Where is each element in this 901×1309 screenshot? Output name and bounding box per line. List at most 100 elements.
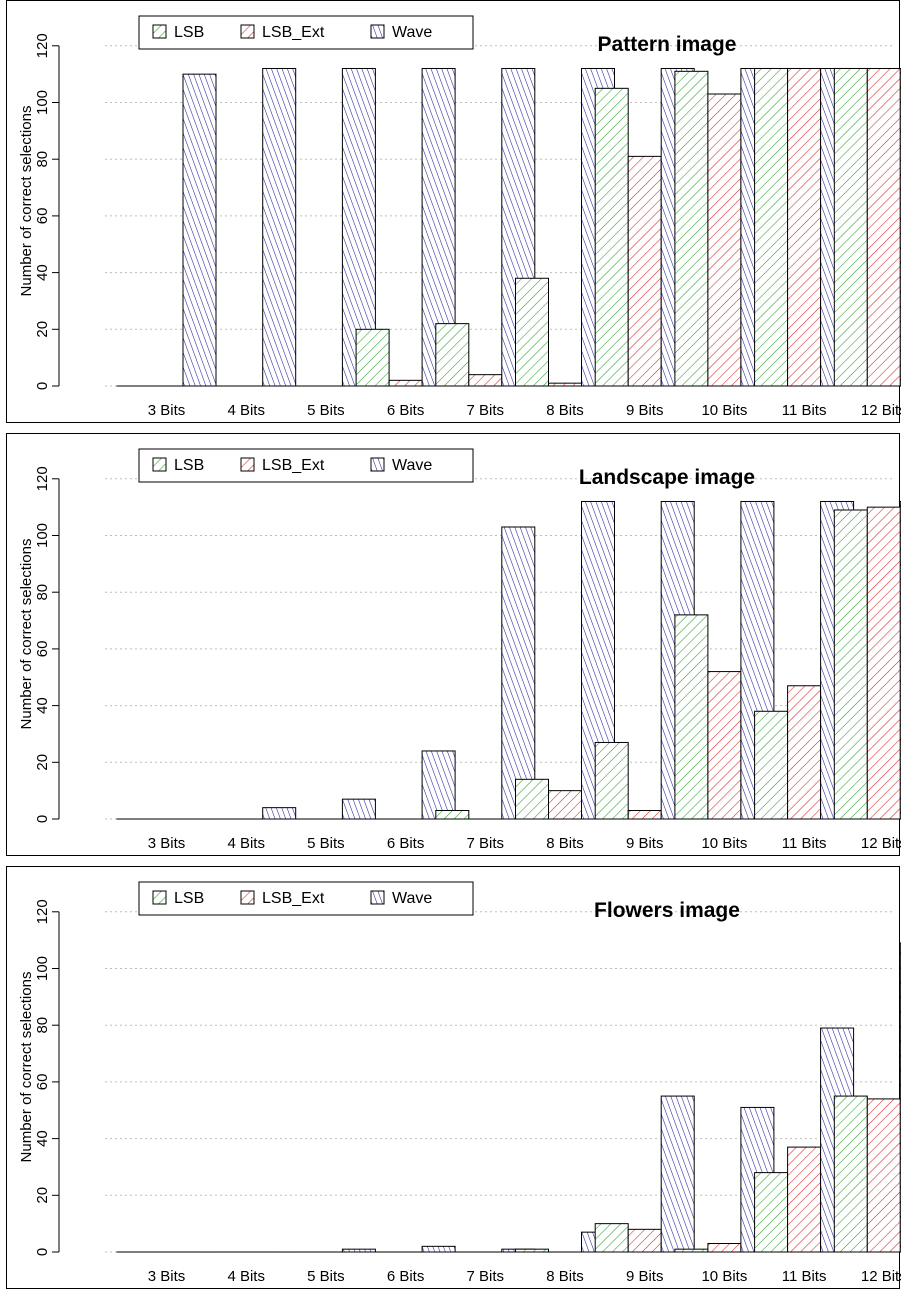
y-axis-label: Number of correct selections [18, 106, 35, 297]
legend-swatch-wave [370, 24, 385, 39]
legend-label-lsb-ext: LSB_Ext [262, 24, 325, 41]
x-tick-label: 5 Bits [307, 402, 345, 419]
bar-lsb-ext [468, 374, 503, 387]
bar-lsb-ext [787, 67, 822, 387]
y-axis-label: Number of correct selections [18, 539, 35, 730]
legend-label-wave: Wave [392, 24, 432, 41]
x-tick-label: 10 Bits [701, 402, 747, 419]
y-tick-label: 40 [34, 264, 51, 281]
bar-lsb-ext [707, 671, 742, 820]
legend-label-lsb: LSB [174, 457, 204, 474]
bar-lsb [515, 1248, 549, 1253]
bar-wave [660, 1095, 695, 1253]
bar-wave [421, 750, 456, 820]
chart-title: Pattern image [598, 33, 737, 56]
y-tick-label: 80 [34, 584, 51, 601]
bar-lsb [435, 323, 470, 387]
x-tick-label: 8 Bits [546, 402, 584, 419]
y-tick-label: 60 [34, 208, 51, 225]
x-tick-label: 7 Bits [467, 402, 505, 419]
x-tick-label: 7 Bits [467, 835, 505, 852]
bar-lsb [674, 1248, 709, 1253]
y-tick-label: 120 [34, 33, 51, 58]
x-tick-label: 12 Bits [861, 402, 901, 419]
bar-wave [262, 807, 297, 820]
legend: LSB LSB_Ext Wave [138, 15, 474, 50]
bar-lsb-ext [388, 379, 423, 387]
bar-lsb [594, 1223, 629, 1253]
bar-lsb-ext [866, 506, 901, 820]
x-tick-label: 10 Bits [701, 1268, 747, 1285]
y-axis-label: Number of correct selections [18, 972, 35, 1163]
x-tick-label: 3 Bits [148, 1268, 186, 1285]
x-tick-label: 7 Bits [467, 1268, 505, 1285]
legend-swatch-lsb-ext [240, 457, 255, 472]
legend-swatch-lsb-ext [240, 24, 255, 39]
legend-swatch-lsb-ext [240, 890, 255, 905]
legend-swatch-lsb [152, 890, 167, 905]
x-tick-label: 5 Bits [307, 835, 345, 852]
legend: LSB LSB_Ext Wave [138, 881, 474, 916]
bar-lsb-ext [866, 67, 901, 387]
bar-lsb [435, 809, 470, 820]
chart-title: Landscape image [579, 466, 755, 489]
y-tick-label: 40 [34, 1130, 51, 1147]
x-tick-label: 6 Bits [387, 402, 425, 419]
x-tick-label: 6 Bits [387, 835, 425, 852]
bar-lsb-ext [787, 1146, 822, 1253]
legend-box [138, 881, 474, 916]
y-tick-label: 20 [34, 1187, 51, 1204]
y-tick-label: 120 [34, 899, 51, 924]
bar-wave [341, 798, 376, 820]
x-tick-label: 4 Bits [227, 402, 265, 419]
y-tick-label: 20 [34, 754, 51, 771]
legend-label-lsb-ext: LSB_Ext [262, 457, 325, 474]
y-tick-label: 0 [34, 815, 51, 823]
bar-lsb [515, 778, 549, 820]
x-tick-label: 4 Bits [227, 1268, 265, 1285]
y-tick-label: 100 [34, 90, 51, 115]
legend-label-lsb-ext: LSB_Ext [262, 890, 325, 907]
chart-panel-landscape: 0 20 40 60 80 100 120 Number of correct selecti… [6, 433, 901, 856]
x-tick-label: 11 Bits [782, 835, 827, 852]
chart-panel-flowers: 0 20 40 60 80 100 120 Number of correct selecti… [6, 866, 901, 1289]
chart-landscape-image: 0 20 40 60 80 100 120 Number of correct selecti… [18, 448, 901, 852]
legend-box [138, 448, 474, 483]
bar-lsb [754, 1172, 789, 1253]
x-tick-label: 12 Bits [861, 835, 901, 852]
bar-lsb [833, 67, 868, 387]
bar-wave [501, 526, 536, 820]
x-tick-label: 3 Bits [148, 835, 186, 852]
x-tick-label: 9 Bits [626, 402, 664, 419]
x-tick-label: 10 Bits [701, 835, 747, 852]
legend-label-lsb: LSB [174, 890, 204, 907]
x-tick-label: 5 Bits [307, 1268, 345, 1285]
y-tick-label: 20 [34, 321, 51, 338]
bar-lsb [594, 741, 629, 820]
x-tick-label: 12 Bits [861, 1268, 901, 1285]
legend-label-wave: Wave [392, 890, 432, 907]
bar-lsb-ext [707, 93, 742, 387]
legend-swatch-wave [370, 457, 385, 472]
bar-lsb-ext [707, 1242, 742, 1253]
bar-lsb [833, 1095, 868, 1253]
y-tick-label: 40 [34, 697, 51, 714]
legend-swatch-lsb [152, 457, 167, 472]
x-tick-label: 4 Bits [227, 835, 265, 852]
y-tick-label: 60 [34, 641, 51, 658]
bar-wave [421, 1245, 456, 1253]
y-tick-label: 0 [34, 382, 51, 390]
legend: LSB LSB_Ext Wave [138, 448, 474, 483]
bar-lsb [833, 509, 868, 820]
bar-lsb-ext [627, 155, 662, 387]
bar-lsb [674, 614, 709, 820]
x-tick-label: 11 Bits [782, 1268, 827, 1285]
x-tick-label: 3 Bits [148, 402, 186, 419]
chart-flowers-image: 0 20 40 60 80 100 120 Number of correct selecti… [18, 881, 901, 1285]
y-tick-label: 60 [34, 1074, 51, 1091]
x-tick-label: 8 Bits [546, 835, 584, 852]
y-tick-label: 0 [34, 1248, 51, 1256]
legend-swatch-lsb [152, 24, 167, 39]
legend-label-wave: Wave [392, 457, 432, 474]
chart-pattern-image: 0 20 40 60 80 100 120 Number of correct selecti… [18, 15, 901, 419]
